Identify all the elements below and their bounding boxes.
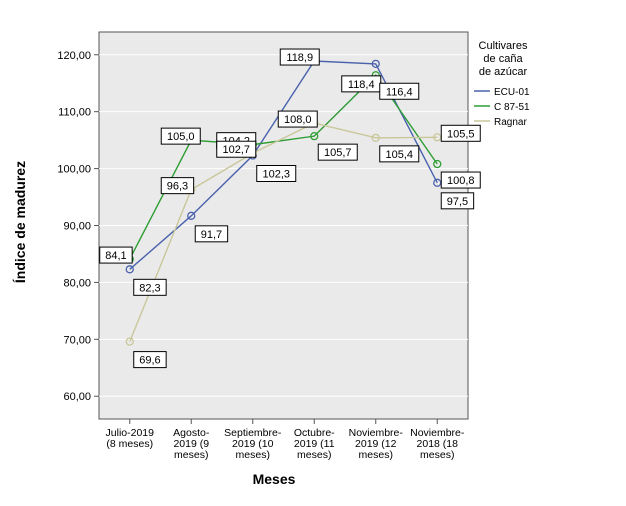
data-label-box: [440, 124, 481, 142]
data-label-box: [279, 48, 320, 66]
legend-title: de caña: [483, 53, 523, 65]
legend-title: Cultivares: [479, 40, 528, 52]
y-tick-label: 110,00: [58, 107, 91, 119]
data-label: 108,0: [284, 114, 312, 126]
data-label-box: [256, 164, 297, 182]
data-label-box: [440, 192, 475, 210]
data-label: 69,6: [139, 355, 160, 367]
data-point: [310, 131, 319, 141]
y-tick-label: 80,00: [63, 277, 91, 289]
data-label-box: [277, 110, 318, 128]
x-tick-label: Noviembre-2019 (12 meses): [349, 427, 404, 461]
data-label: 100,8: [447, 175, 475, 187]
data-label-box: [160, 177, 195, 195]
data-point: [125, 265, 134, 274]
data-label: 102,3: [262, 168, 290, 180]
data-label: 116,4: [386, 86, 413, 98]
y-tick-label: 100,00: [57, 164, 91, 176]
data-point: [125, 337, 134, 346]
x-axis-ticks: Julio-2019 (8 meses) Agosto-2019 (9 meses) S…: [106, 419, 465, 461]
data-label-box: [216, 140, 257, 158]
data-label-box: [160, 127, 201, 145]
data-label-box: [194, 225, 229, 243]
legend-label: ECU-01: [494, 87, 530, 98]
data-label-box: [440, 171, 481, 189]
series-line: [129, 122, 438, 342]
data-label: 102,7: [222, 144, 250, 156]
data-label: 82,3: [139, 282, 160, 294]
data-point: [187, 211, 196, 220]
data-point: [371, 133, 380, 143]
x-tick-label: Septiembre-2019 (10 meses): [224, 427, 282, 461]
data-label: 105,4: [385, 149, 413, 161]
data-label: 84,1: [105, 250, 126, 262]
x-tick-label: Octubre-2019 (11 meses): [294, 427, 335, 461]
data-label: 118,9: [286, 52, 313, 64]
x-axis-title: Meses: [253, 471, 296, 487]
data-label: 96,3: [167, 181, 188, 193]
legend-label: Ragnar: [494, 117, 527, 128]
data-label-box: [99, 246, 133, 264]
x-tick-label: Noviembre-2018 (18 meses): [410, 427, 465, 461]
legend-title: de azúcar: [479, 66, 528, 78]
y-tick-label: 120,00: [57, 50, 91, 62]
data-label-box: [379, 82, 420, 100]
x-tick-label: Agosto-2019 (9 meses): [173, 427, 210, 461]
data-label-box: [317, 143, 358, 161]
y-tick-label: 70,00: [63, 334, 91, 346]
data-label: 105,5: [447, 128, 475, 140]
data-label-box: [133, 278, 167, 296]
y-tick-label: 60,00: [63, 391, 91, 403]
data-label-box: [133, 351, 167, 369]
data-label: 105,7: [324, 147, 352, 159]
y-axis-ticks: 60,00 70,00 80,00 90,00 100,00 110,00 120,00: [57, 50, 99, 403]
legend-label: C 87-51: [494, 102, 530, 113]
data-label: 91,7: [201, 229, 222, 241]
data-label: 105,0: [167, 131, 195, 143]
data-point: [371, 59, 380, 69]
data-label-box: [379, 145, 420, 163]
data-label: 97,5: [447, 196, 468, 208]
data-label: 118,4: [348, 79, 375, 91]
x-tick-label: Julio-2019 (8 meses): [106, 427, 155, 450]
data-point: [433, 159, 442, 169]
data-labels: 82,391,7102,3118,9118,497,584,1105,0104,…: [99, 48, 481, 369]
y-axis-title: Índice de madurez: [12, 161, 28, 283]
y-tick-label: 90,00: [63, 221, 91, 233]
